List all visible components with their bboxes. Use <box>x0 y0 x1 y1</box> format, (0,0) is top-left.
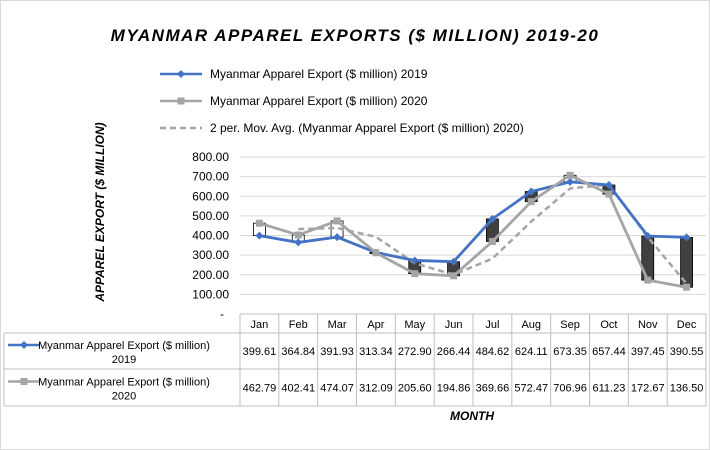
table-cell: 484.62 <box>476 346 510 358</box>
category-label: Jul <box>485 319 499 331</box>
table-cell: 399.61 <box>243 346 277 358</box>
legend-item: 2 per. Mov. Avg. (Myanmar Apparel Export… <box>160 121 524 135</box>
table-cell: 657.44 <box>592 346 626 358</box>
table-cell: 364.84 <box>281 346 315 358</box>
data-point <box>294 231 302 239</box>
data-point <box>527 187 536 196</box>
table-legend-marker <box>20 378 28 385</box>
table-cell: 205.60 <box>398 383 432 395</box>
table-cell: 474.07 <box>320 383 354 395</box>
data-table: Jan Feb Mar Apr May Jun Jul Aug Sep Oct Nov Dec Myan… <box>3 313 707 407</box>
series-lines <box>255 171 691 291</box>
data-point <box>682 233 691 242</box>
data-point <box>604 180 613 189</box>
data-point <box>255 231 264 240</box>
category-label: Jan <box>251 319 269 331</box>
gridlines <box>240 156 706 295</box>
table-cell: 172.67 <box>631 383 665 395</box>
data-point <box>566 171 574 179</box>
y-axis-ticks: - 100.00 200.00 300.00 400.00 500.00 600.00 700… <box>192 150 229 321</box>
table-cell: 624.11 <box>515 346 548 358</box>
table-row-label: 2020 <box>112 391 136 403</box>
table-cell: 402.41 <box>281 383 315 395</box>
y-tick-label: 200.00 <box>192 268 229 282</box>
y-tick-label: 300.00 <box>192 248 229 262</box>
table-cell: 572.47 <box>514 383 548 395</box>
table-cell: 611.23 <box>593 383 626 395</box>
category-label: Dec <box>677 319 697 331</box>
category-label: Mar <box>328 319 347 331</box>
category-label: Oct <box>600 319 617 331</box>
data-point <box>566 177 575 186</box>
data-point <box>644 276 652 284</box>
data-point <box>683 283 691 291</box>
table-cell: 194.86 <box>437 383 471 395</box>
data-point <box>411 270 419 278</box>
table-legend-marker <box>20 341 28 349</box>
legend-marker <box>177 70 185 78</box>
data-point <box>449 257 458 266</box>
y-tick-label: 400.00 <box>192 229 229 243</box>
legend-item: Myanmar Apparel Export ($ million) 2019 <box>160 67 428 81</box>
legend: Myanmar Apparel Export ($ million) 2019 M… <box>160 67 524 135</box>
category-label: Apr <box>367 319 384 331</box>
y-tick-label: 800.00 <box>192 150 229 164</box>
table-cell: 706.96 <box>553 383 587 395</box>
data-point <box>372 249 380 257</box>
data-point <box>410 256 419 265</box>
category-label: Jun <box>445 319 463 331</box>
series-line-1 <box>259 180 687 264</box>
y-tick-label: 700.00 <box>192 170 229 184</box>
y-tick-label: 600.00 <box>192 189 229 203</box>
y-tick-label: 500.00 <box>192 209 229 223</box>
data-point <box>255 219 263 227</box>
table-cell: 266.44 <box>437 346 471 358</box>
table-row-label: 2019 <box>112 354 136 366</box>
category-label: May <box>404 319 425 331</box>
data-point <box>294 238 303 247</box>
table-cell: 272.90 <box>398 346 432 358</box>
table-cell: 462.79 <box>243 383 277 395</box>
table-cell: 397.45 <box>631 346 665 358</box>
data-point <box>488 237 496 245</box>
data-point <box>488 214 497 223</box>
legend-item: Myanmar Apparel Export ($ million) 2020 <box>160 94 428 108</box>
table-cell: 391.93 <box>320 346 354 358</box>
table-cell: 136.50 <box>670 383 704 395</box>
table-cell: 369.66 <box>476 383 510 395</box>
x-axis-title: MONTH <box>450 409 494 423</box>
category-label: Sep <box>560 319 580 331</box>
table-cell: 673.35 <box>553 346 587 358</box>
data-point <box>527 198 535 206</box>
data-point <box>450 272 458 280</box>
y-tick-label: - <box>220 307 224 321</box>
table-cell: 312.09 <box>359 383 393 395</box>
y-tick-label: 100.00 <box>192 287 229 301</box>
table-cell: 313.34 <box>359 346 393 358</box>
data-point <box>333 217 341 225</box>
category-label: Nov <box>638 319 658 331</box>
legend-label: Myanmar Apparel Export ($ million) 2020 <box>210 94 428 108</box>
data-point <box>643 232 652 241</box>
legend-label: Myanmar Apparel Export ($ million) 2019 <box>210 67 428 81</box>
category-label: Feb <box>289 319 308 331</box>
series-line-2 <box>259 173 687 289</box>
y-axis-title: APPAREL EXPORT ($ MILLION) <box>93 122 107 302</box>
table-row-label: Myanmar Apparel Export ($ million) <box>38 377 210 389</box>
data-point <box>605 190 613 198</box>
chart-title: MYANMAR APPAREL EXPORTS ($ MILLION) 2019… <box>111 26 600 45</box>
data-point <box>333 233 342 242</box>
table-cell: 390.55 <box>670 346 704 358</box>
category-label: Aug <box>521 319 541 331</box>
legend-marker <box>177 97 185 105</box>
legend-label: 2 per. Mov. Avg. (Myanmar Apparel Export… <box>210 121 524 135</box>
table-row-label: Myanmar Apparel Export ($ million) <box>38 340 210 352</box>
